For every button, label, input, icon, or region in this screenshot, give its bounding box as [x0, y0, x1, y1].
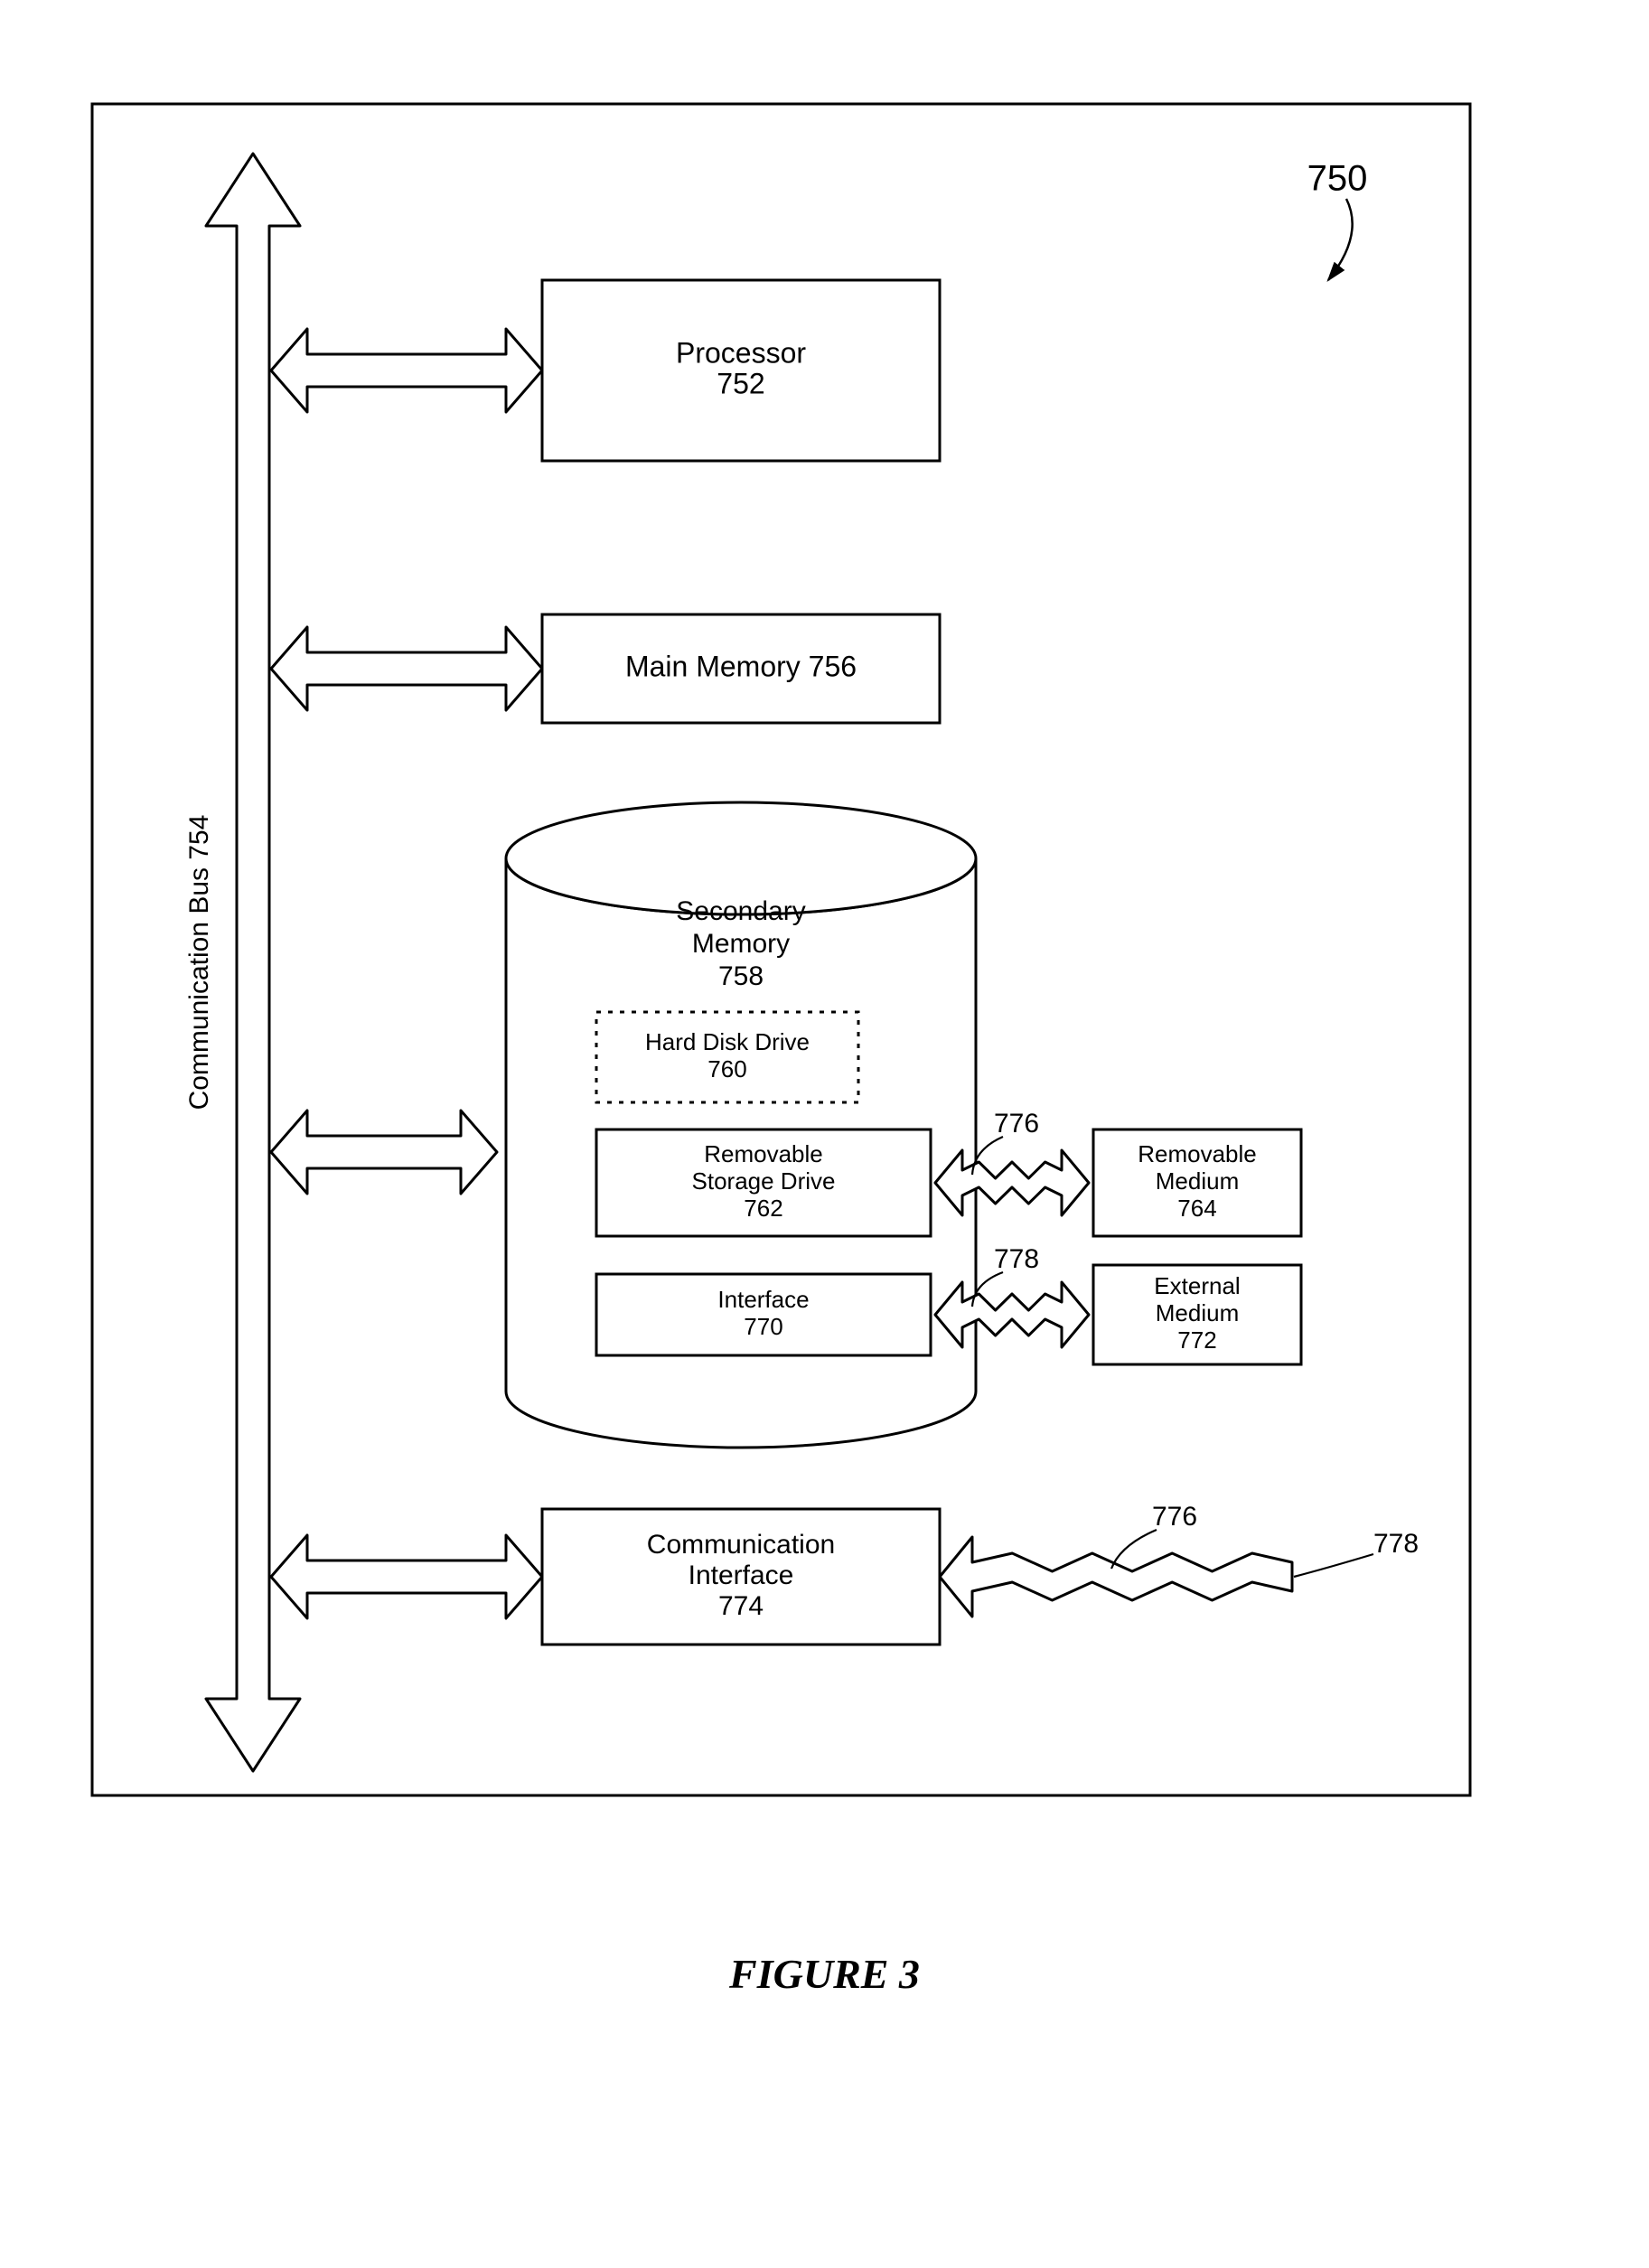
secondary-memory-cylinder-label: Secondary [676, 896, 805, 926]
interface-box-label: 770 [744, 1313, 782, 1340]
comm-signal-in-ref-1: 778 [1373, 1529, 1419, 1559]
external-medium-box-label: Medium [1156, 1299, 1239, 1326]
processor-box-label: 752 [717, 367, 764, 399]
hard-disk-drive-box-label: Hard Disk Drive [645, 1028, 810, 1055]
interface-to-external-medium-ref: 778 [994, 1244, 1039, 1274]
comm-interface-box-label: Interface [689, 1560, 794, 1590]
removable-medium-box-label: 764 [1177, 1195, 1216, 1222]
removable-storage-drive-box-label: Removable [704, 1140, 823, 1167]
processor-box-label: Processor [676, 336, 806, 369]
communication-bus-label: Communication Bus 754 [184, 815, 214, 1111]
hard-disk-drive-box-label: 760 [707, 1055, 746, 1082]
secondary-memory-cylinder-label: 758 [718, 961, 764, 991]
removable-storage-drive-box-label: 762 [744, 1195, 782, 1222]
external-medium-box-label: External [1154, 1272, 1240, 1299]
comm-signal-in-ref-0: 776 [1152, 1502, 1197, 1532]
removable-medium-box-label: Medium [1156, 1167, 1239, 1195]
rsd-to-removable-medium-ref: 776 [994, 1109, 1039, 1139]
external-medium-box-label: 772 [1177, 1326, 1216, 1354]
secondary-memory-cylinder-label: Memory [692, 929, 790, 959]
removable-medium-box-label: Removable [1138, 1140, 1257, 1167]
interface-box-label: Interface [717, 1286, 809, 1313]
removable-storage-drive-box-label: Storage Drive [692, 1167, 836, 1195]
comm-interface-box-label: Communication [647, 1530, 835, 1560]
main-memory-box-label: Main Memory 756 [625, 650, 857, 682]
comm-interface-box-label: 774 [718, 1591, 764, 1621]
figure-caption: FIGURE 3 [728, 1951, 920, 1997]
ref-750: 750 [1307, 159, 1368, 199]
